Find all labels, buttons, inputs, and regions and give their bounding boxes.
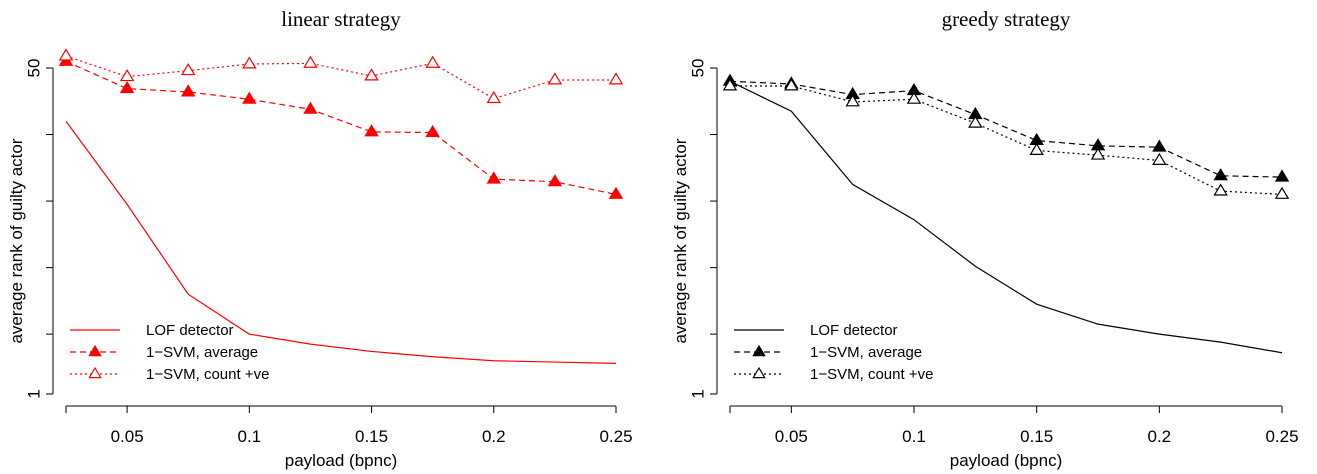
y-tick-label: 1 [688, 389, 707, 398]
data-point-marker [1152, 152, 1167, 165]
data-point-marker [1274, 186, 1290, 199]
series-line [730, 85, 1283, 196]
x-axis-label: payload (bpnc) [950, 451, 1062, 470]
y-tick-label: 1 [24, 389, 43, 398]
data-point-marker [425, 55, 440, 68]
series-line [65, 60, 617, 195]
x-tick-label: 0.2 [1148, 427, 1172, 446]
series-1 [65, 120, 617, 364]
y-tick-label: 50 [688, 59, 707, 78]
legend-marker [752, 344, 766, 357]
legend-entry-label: 1−SVM, average [146, 344, 258, 361]
series-2 [722, 73, 1290, 182]
series-3 [58, 48, 624, 104]
y-axis-label: average rank of guilty actor [7, 138, 26, 343]
x-tick-label: 0.05 [775, 427, 808, 446]
data-point-marker [119, 80, 135, 94]
y-tick-label: 50 [24, 59, 43, 78]
x-tick-label: 0.25 [1265, 427, 1298, 446]
data-point-marker [364, 68, 379, 81]
legend-entry-label: 1−SVM, average [810, 344, 922, 361]
data-point-marker [119, 68, 135, 82]
data-point-marker [425, 124, 440, 138]
data-point-marker [1213, 168, 1228, 181]
series-line [729, 80, 1283, 178]
data-point-marker [784, 78, 799, 91]
series-1 [729, 80, 1283, 354]
data-point-marker [906, 91, 922, 104]
data-point-marker [58, 48, 74, 61]
data-point-marker [242, 91, 257, 104]
data-point-marker [486, 171, 502, 184]
x-tick-label: 0.25 [599, 427, 632, 446]
data-point-marker [1213, 183, 1228, 196]
data-point-marker [1029, 142, 1044, 155]
data-point-marker [547, 72, 563, 85]
x-axis-label: payload (bpnc) [285, 451, 397, 470]
series-3 [722, 78, 1290, 199]
x-tick-label: 0.15 [355, 427, 388, 446]
legend: LOF detector 1−SVM, average 1−SVM, count +… [734, 322, 933, 383]
x-tick-label: 0.1 [902, 427, 926, 446]
data-point-marker [608, 72, 624, 85]
data-point-marker [1152, 139, 1167, 152]
data-point-marker [1274, 169, 1290, 182]
data-point-marker [364, 124, 379, 137]
data-point-marker [547, 174, 563, 187]
data-point-marker [303, 101, 318, 114]
legend: LOF detector 1−SVM, average 1−SVM, count +… [70, 322, 269, 383]
data-point-marker [486, 90, 502, 104]
series-line [65, 120, 617, 364]
chart-title: greedy strategy [942, 7, 1071, 31]
data-point-marker [180, 84, 196, 97]
legend-marker [752, 366, 766, 379]
data-point-marker [608, 186, 624, 199]
series-line [65, 55, 616, 100]
legend-marker [88, 366, 102, 379]
data-point-marker [1090, 147, 1106, 160]
x-tick-label: 0.15 [1020, 427, 1053, 446]
series-line [729, 80, 1283, 354]
data-point-marker [722, 78, 738, 91]
data-point-marker [242, 56, 257, 69]
series-2 [58, 53, 624, 199]
legend-entry-label: LOF detector [810, 322, 898, 339]
data-point-marker [303, 55, 318, 68]
data-point-marker [968, 115, 983, 128]
chart-panel-1: linear strategy 0.05 0.1 0.15 0.2 0.25 1 50 payl… [7, 7, 633, 470]
chart-title: linear strategy [281, 7, 401, 31]
x-tick-label: 0.2 [482, 427, 506, 446]
legend-entry-label: LOF detector [146, 322, 234, 339]
data-point-marker [180, 62, 196, 76]
data-point-marker [845, 94, 860, 107]
legend-entry-label: 1−SVM, count +ve [810, 366, 933, 383]
chart-panel-2: greedy strategy 0.05 0.1 0.15 0.2 0.25 1 50 payl… [671, 7, 1299, 470]
legend-marker [88, 344, 102, 357]
y-axis-label: average rank of guilty actor [671, 138, 690, 343]
x-tick-label: 0.05 [111, 427, 144, 446]
legend-entry-label: 1−SVM, count +ve [146, 366, 269, 383]
x-tick-label: 0.1 [238, 427, 262, 446]
